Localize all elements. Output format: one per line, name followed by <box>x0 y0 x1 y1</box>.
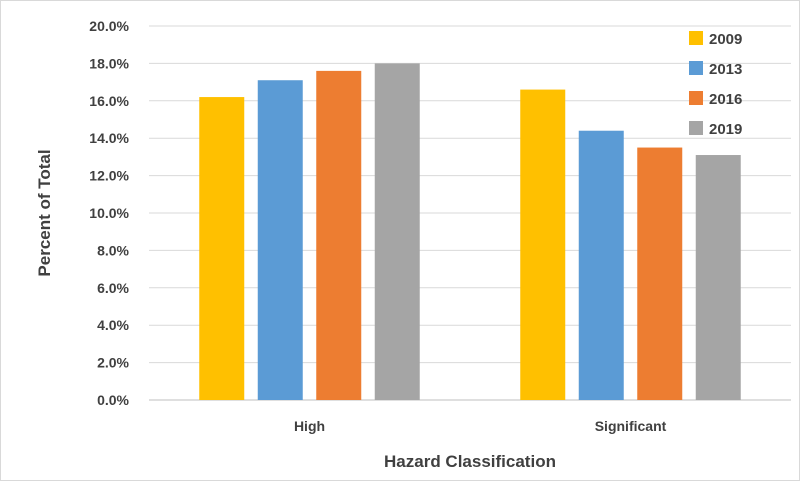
bar-2016-high <box>316 70 362 400</box>
y-tick-label: 14.0% <box>89 130 129 146</box>
y-tick-label: 18.0% <box>89 55 129 71</box>
x-axis-title: Hazard Classification <box>384 452 556 471</box>
y-tick-label: 20.0% <box>89 18 129 34</box>
y-tick-label: 4.0% <box>97 317 129 333</box>
bar-2013-significant <box>578 130 624 400</box>
y-tick-label: 6.0% <box>97 280 129 296</box>
bar-2009-high <box>199 97 245 400</box>
y-tick-label: 10.0% <box>89 205 129 221</box>
legend-swatch-2009 <box>689 31 703 45</box>
bar-2019-significant <box>695 155 741 400</box>
y-tick-label: 2.0% <box>97 355 129 371</box>
bar-2016-significant <box>637 147 683 400</box>
y-axis-title: Percent of Total <box>35 149 54 276</box>
y-tick-label: 12.0% <box>89 168 129 184</box>
x-tick-label: Significant <box>595 418 667 434</box>
legend-label-2009: 2009 <box>709 31 742 48</box>
legend-swatch-2019 <box>689 121 703 135</box>
y-tick-label: 0.0% <box>97 392 129 408</box>
bar-2013-high <box>257 80 303 400</box>
legend-label-2019: 2019 <box>709 121 742 138</box>
x-tick-label: High <box>294 418 325 434</box>
x-axis-ticks: High Significant <box>294 418 667 434</box>
y-tick-label: 8.0% <box>97 242 129 258</box>
legend-swatch-2013 <box>689 61 703 75</box>
y-tick-label: 16.0% <box>89 93 129 109</box>
y-axis-ticks: 0.0% 2.0% 4.0% 6.0% 8.0% 10.0% 12.0% 14.0% 16.0%… <box>89 18 129 408</box>
legend-label-2013: 2013 <box>709 61 742 78</box>
legend: 2009 2013 2016 2019 <box>689 31 742 138</box>
bars <box>199 63 741 401</box>
legend-swatch-2016 <box>689 91 703 105</box>
legend-label-2016: 2016 <box>709 91 742 108</box>
bar-2019-high <box>374 63 420 401</box>
gridlines <box>149 25 791 401</box>
bar-2009-significant <box>520 89 566 400</box>
